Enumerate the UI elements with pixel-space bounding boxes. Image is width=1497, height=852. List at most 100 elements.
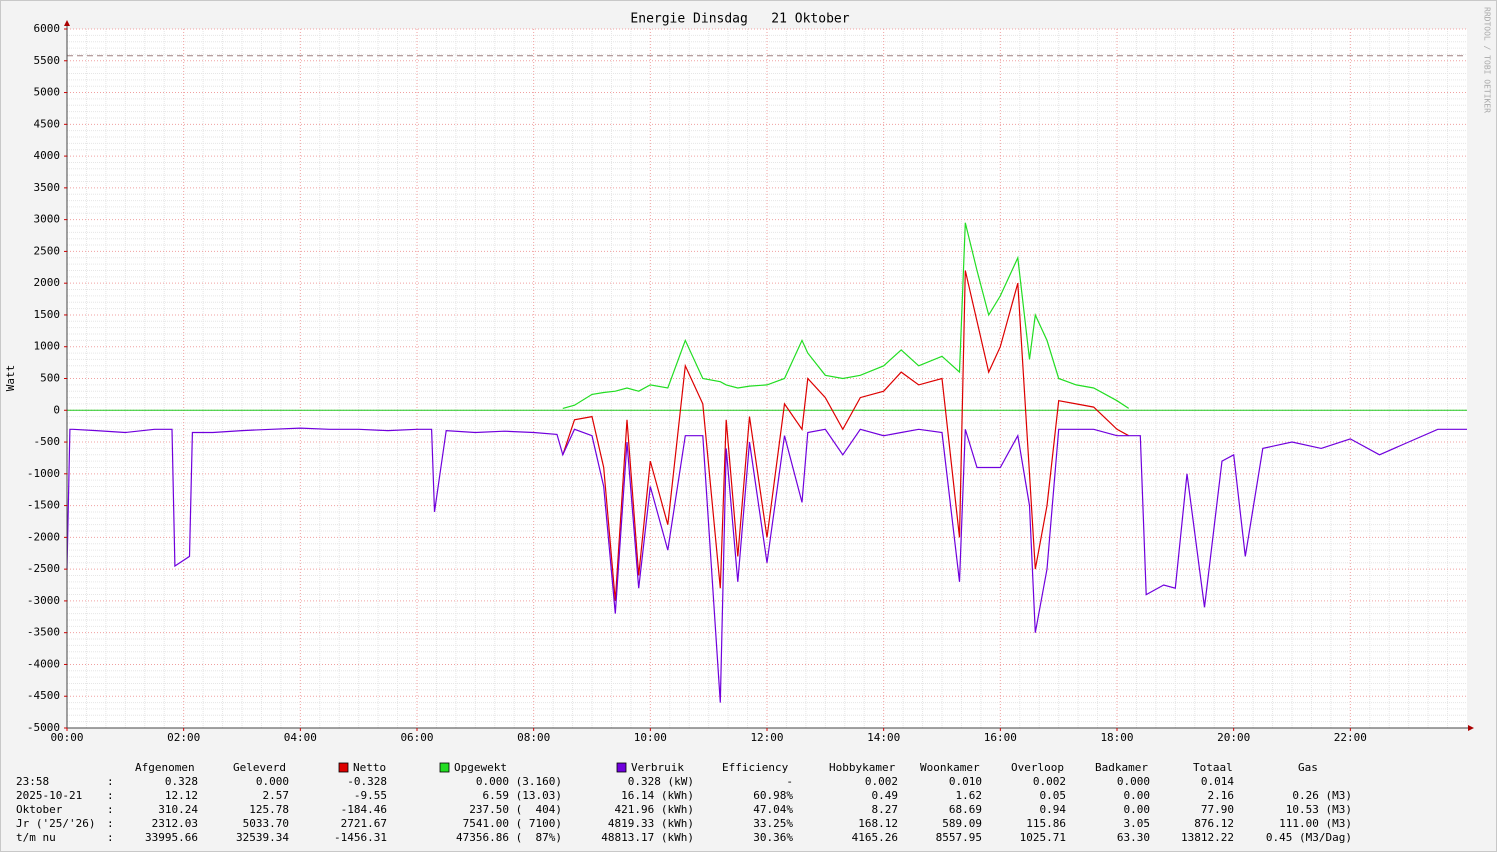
series-line: [66, 427, 1467, 703]
row-value: 0.05: [1040, 789, 1067, 802]
y-tick-label: 0: [53, 403, 60, 416]
axes: [64, 20, 1474, 731]
row-value: 77.90: [1201, 803, 1234, 816]
row-value: 3.05: [1124, 817, 1151, 830]
row-value: 2721.67: [341, 817, 387, 830]
y-tick-label: -2000: [27, 530, 60, 543]
row-value: 7541.00 ( 7100): [463, 817, 562, 830]
x-arrow: [1468, 725, 1474, 731]
legend-header: Opgewekt: [454, 761, 507, 774]
row-value: 47356.86 ( 87%): [456, 831, 562, 844]
legend-header: Gas: [1298, 761, 1318, 774]
row-value: 0.00: [1124, 789, 1151, 802]
row-label: Oktober: [16, 803, 63, 816]
row-label: 23:58: [16, 775, 49, 788]
y-axis-label: Watt: [4, 365, 17, 392]
row-value: 60.98%: [753, 789, 793, 802]
row-value: 30.36%: [753, 831, 793, 844]
row-separator: :: [107, 831, 114, 844]
row-value: 1025.71: [1020, 831, 1066, 844]
y-tick-label: -5000: [27, 721, 60, 734]
row-value: 10.53 (M3): [1286, 803, 1352, 816]
row-value: 2.16: [1208, 789, 1235, 802]
row-value: 0.010: [949, 775, 982, 788]
row-label: t/m nu: [16, 831, 56, 844]
row-value: 876.12: [1194, 817, 1234, 830]
watermark: RRDTOOL / TOBI OETIKER: [1483, 7, 1492, 113]
legend-header: Woonkamer: [920, 761, 980, 774]
row-value: 0.000: [256, 775, 289, 788]
grid: [66, 28, 1467, 729]
y-tick-label: -500: [34, 435, 61, 448]
y-tick-label: 2000: [34, 276, 61, 289]
y-tick-label: -1000: [27, 467, 60, 480]
row-value: 4819.33 (kWh): [608, 817, 694, 830]
row-value: 0.328 (kW): [628, 775, 694, 788]
row-value: 0.26 (M3): [1292, 789, 1352, 802]
y-tick-label: 5500: [34, 54, 61, 67]
y-tick-label: -2500: [27, 562, 60, 575]
row-value: 310.24: [158, 803, 198, 816]
row-value: 33995.66: [145, 831, 198, 844]
row-value: 8.27: [872, 803, 899, 816]
chart-title: Energie Dinsdag 21 Oktober: [630, 12, 849, 27]
x-tick-label: 18:00: [1100, 731, 1133, 744]
legend-swatch: [439, 762, 450, 773]
series-lines: [66, 222, 1467, 703]
row-label: 2025-10-21: [16, 789, 82, 802]
x-tick-label: 22:00: [1334, 731, 1367, 744]
y-tick-label: 5000: [34, 86, 61, 99]
legend-header: Totaal: [1193, 761, 1233, 774]
legend-header: Verbruik: [631, 761, 684, 774]
row-value: 16.14 (kWh): [621, 789, 694, 802]
row-value: 115.86: [1026, 817, 1066, 830]
row-value: 2312.03: [152, 817, 198, 830]
x-tick-label: 06:00: [400, 731, 433, 744]
row-value: 0.49: [872, 789, 899, 802]
legend-header: Badkamer: [1095, 761, 1148, 774]
row-value: -9.55: [354, 789, 387, 802]
row-value: 111.00 (M3): [1279, 817, 1352, 830]
row-value: 48813.17 (kWh): [601, 831, 694, 844]
y-tick-label: -4500: [27, 689, 60, 702]
series-line: [562, 270, 1129, 601]
row-value: 125.78: [249, 803, 289, 816]
row-value: -1456.31: [334, 831, 387, 844]
row-value: 13812.22: [1181, 831, 1234, 844]
row-value: 4165.26: [852, 831, 898, 844]
row-value: 0.00: [1124, 803, 1151, 816]
row-value: 63.30: [1117, 831, 1150, 844]
row-value: 2.57: [263, 789, 290, 802]
x-tick-label: 02:00: [167, 731, 200, 744]
legend-header: Overloop: [1011, 761, 1064, 774]
y-arrow: [64, 20, 70, 26]
row-value: 47.04%: [753, 803, 793, 816]
row-separator: :: [107, 789, 114, 802]
legend-swatch: [616, 762, 627, 773]
y-tick-label: 6000: [34, 22, 61, 35]
x-tick-label: 12:00: [750, 731, 783, 744]
row-value: 237.50 ( 404): [469, 803, 562, 816]
row-value: 6.59 (13.03): [483, 789, 562, 802]
row-value: 12.12: [165, 789, 198, 802]
y-tick-label: -3500: [27, 626, 60, 639]
row-value: 32539.34: [236, 831, 289, 844]
row-value: 33.25%: [753, 817, 793, 830]
row-value: 5033.70: [243, 817, 289, 830]
x-tick-label: 04:00: [284, 731, 317, 744]
row-value: 168.12: [858, 817, 898, 830]
legend-header: Geleverd: [233, 761, 286, 774]
row-value: 1.62: [956, 789, 983, 802]
row-value: 0.328: [165, 775, 198, 788]
row-separator: :: [107, 817, 114, 830]
legend-header: Hobbykamer: [829, 761, 896, 774]
x-tick-label: 16:00: [984, 731, 1017, 744]
y-tick-label: 4000: [34, 149, 61, 162]
row-value: 421.96 (kWh): [615, 803, 694, 816]
y-tick-label: 4500: [34, 117, 61, 130]
row-value: -184.46: [341, 803, 387, 816]
series-line: [562, 222, 1130, 409]
row-value: 68.69: [949, 803, 982, 816]
x-tick-label: 08:00: [517, 731, 550, 744]
